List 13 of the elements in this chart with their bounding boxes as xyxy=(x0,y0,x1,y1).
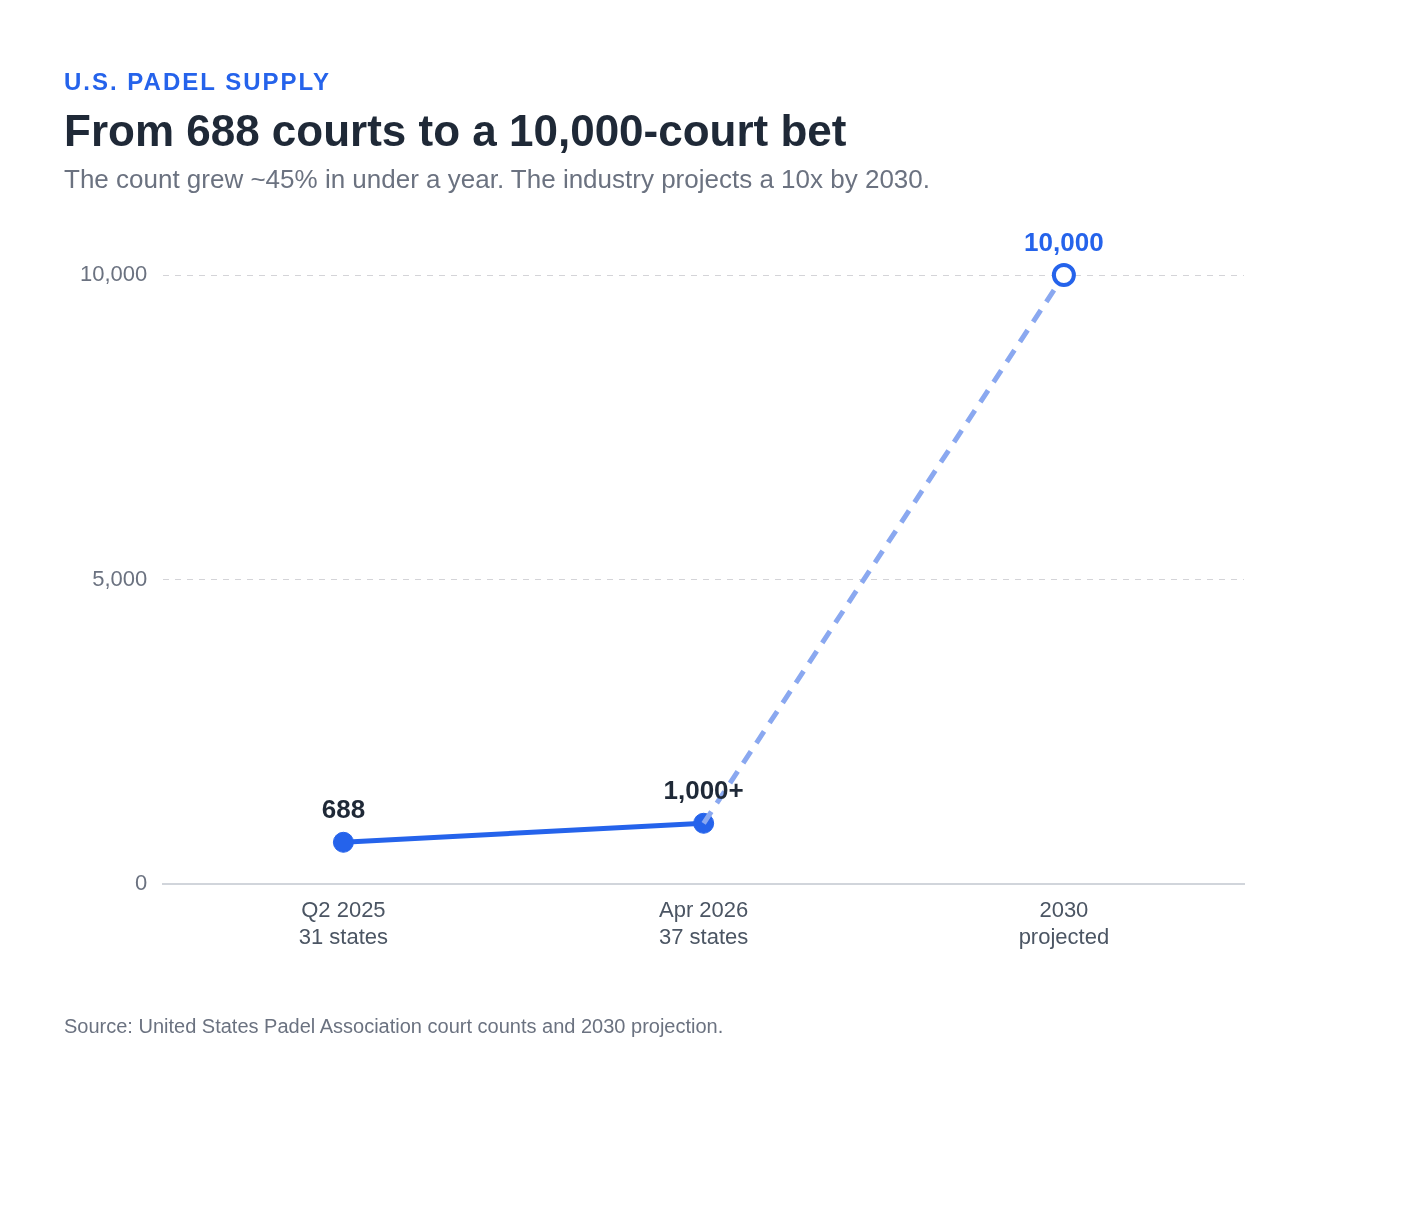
x-tick-label: Apr 2026 37 states xyxy=(659,897,749,949)
y-tick-label: 5,000 xyxy=(92,565,148,591)
y-tick-label: 10,000 xyxy=(79,261,148,287)
data-label: 10,000 xyxy=(1024,227,1104,258)
source-note: Source: United States Padel Association court counts and 2030 projection. xyxy=(64,1015,725,1038)
text: U.S. PADEL SUPPLY xyxy=(64,68,332,96)
chart-subtitle: The count grew ~45% in under a year. The industry projects a 10x by 2030. xyxy=(64,164,931,195)
x-tick-label: Q2 2025 31 states xyxy=(298,897,389,949)
chart-title: From 688 courts to a 10,000-court bet xyxy=(64,106,848,156)
x-tick-label: 2030 projected xyxy=(1018,897,1110,949)
data-label: 1,000+ xyxy=(663,775,744,806)
data-label: 688 xyxy=(321,794,366,825)
y-tick-label: 0 xyxy=(135,870,148,896)
